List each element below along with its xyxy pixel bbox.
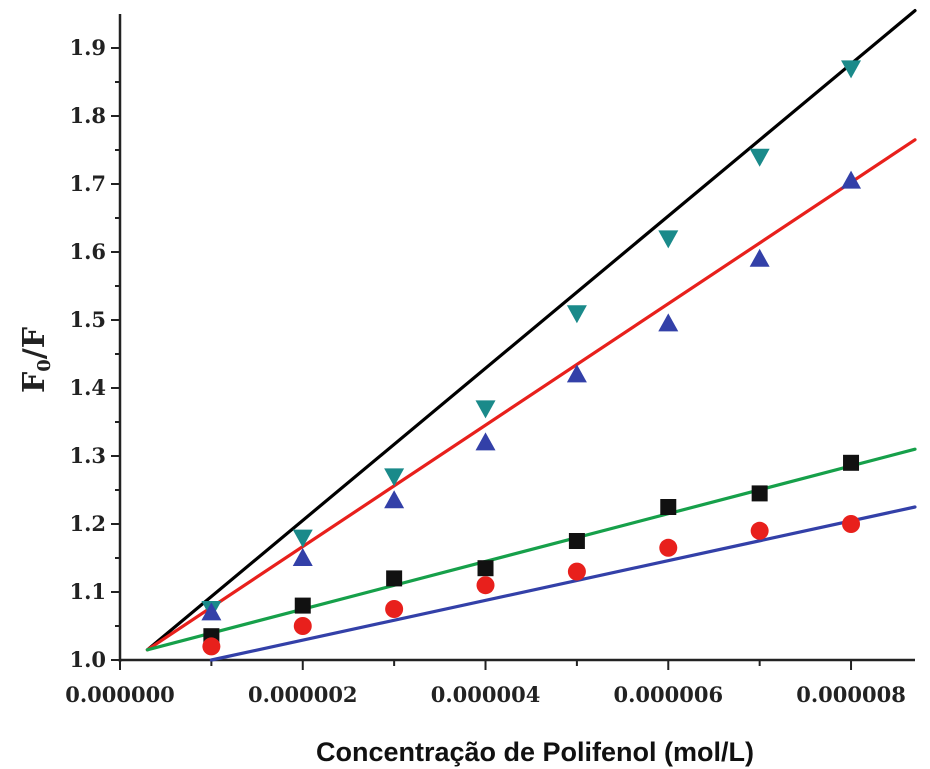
data-point-triangle-down bbox=[658, 230, 679, 249]
x-tick-label: 0.000008 bbox=[796, 682, 906, 707]
data-point-circle bbox=[750, 521, 769, 540]
fit-line-1 bbox=[145, 9, 917, 652]
data-point-triangle-up bbox=[475, 432, 496, 451]
data-point-circle bbox=[202, 637, 221, 656]
y-tick-label: 1.0 bbox=[69, 647, 106, 672]
data-point-circle bbox=[842, 515, 861, 533]
y-tick-label: 1.2 bbox=[69, 511, 106, 536]
data-point-square bbox=[386, 570, 403, 587]
ylabel-subscript: 0 bbox=[34, 359, 55, 372]
y-tick-label: 1.9 bbox=[69, 35, 106, 60]
fit-line-2 bbox=[145, 138, 917, 652]
data-point-circle bbox=[385, 600, 404, 618]
x-tick-label: 0.000004 bbox=[431, 682, 541, 707]
data-point-square bbox=[477, 560, 494, 577]
x-tick-label: 0.000000 bbox=[65, 682, 175, 707]
x-tick-label: 0.000006 bbox=[613, 682, 723, 707]
data-point-triangle-up bbox=[201, 602, 222, 621]
ylabel-main: F bbox=[17, 372, 52, 393]
fit-lines bbox=[145, 9, 917, 662]
data-point-circle bbox=[293, 617, 312, 635]
data-point-square bbox=[751, 485, 768, 502]
y-tick-label: 1.4 bbox=[69, 375, 106, 400]
data-point-triangle-up bbox=[292, 548, 313, 566]
data-point-triangle-up bbox=[566, 364, 587, 383]
data-point-square bbox=[568, 533, 585, 549]
y-tick-label: 1.7 bbox=[69, 171, 106, 196]
y-tick-label: 1.8 bbox=[69, 103, 106, 128]
y-tick-label: 1.3 bbox=[69, 443, 106, 468]
x-tick-label: 0.000002 bbox=[248, 682, 358, 707]
fit-line-4 bbox=[209, 505, 917, 662]
data-point-triangle-down bbox=[841, 60, 862, 79]
data-point-triangle-down bbox=[292, 529, 313, 548]
data-point-square bbox=[660, 499, 677, 515]
x-axis-label: Concentração de Polifenol (mol/L) bbox=[316, 737, 754, 767]
axes bbox=[118, 14, 915, 662]
data-points bbox=[201, 60, 862, 656]
fit-line-3 bbox=[145, 447, 917, 652]
data-point-triangle-down bbox=[566, 305, 587, 324]
data-point-triangle-up bbox=[841, 170, 862, 189]
data-point-square bbox=[843, 454, 860, 471]
data-point-triangle-up bbox=[384, 490, 405, 509]
data-point-triangle-up bbox=[658, 313, 679, 332]
y-tick-label: 1.1 bbox=[69, 579, 106, 604]
data-point-square bbox=[294, 597, 311, 614]
ticks: 1.0 1.1 1.2 1.3 1.4 1.5 1.6 1.7 1.8 1.9 0.000000 0.… bbox=[65, 35, 906, 707]
data-point-triangle-down bbox=[749, 148, 770, 167]
data-point-triangle-up bbox=[749, 248, 770, 267]
ylabel-rest: /F bbox=[17, 327, 52, 359]
data-point-triangle-down bbox=[384, 468, 405, 487]
y-tick-label: 1.5 bbox=[69, 307, 106, 332]
data-point-circle bbox=[659, 538, 678, 557]
y-tick-label: 1.6 bbox=[69, 239, 106, 264]
data-point-triangle-down bbox=[475, 400, 496, 419]
y-axis-label: F0/F bbox=[17, 327, 55, 393]
data-point-circle bbox=[567, 562, 586, 581]
svg-text:F0/F: F0/F bbox=[17, 327, 55, 393]
data-point-circle bbox=[476, 576, 495, 595]
